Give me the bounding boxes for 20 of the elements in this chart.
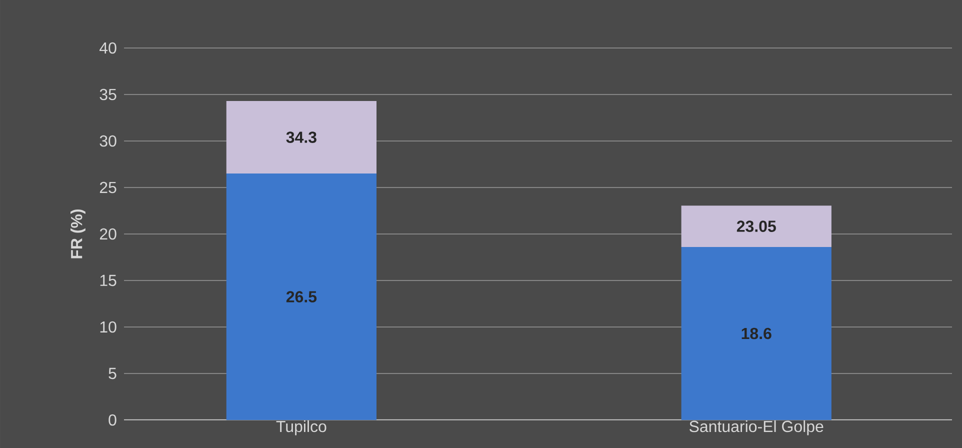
y-tick-label: 10 bbox=[100, 321, 116, 333]
y-tick-label: 20 bbox=[100, 228, 116, 240]
total-label: 34.3 bbox=[286, 132, 316, 143]
y-tick-label: 35 bbox=[100, 88, 116, 100]
y-tick-label: 40 bbox=[100, 42, 116, 54]
bar bbox=[681, 206, 832, 248]
data-label: 26.5 bbox=[286, 291, 317, 302]
y-axis-title: FR (%) bbox=[70, 209, 86, 258]
x-tick-label: Santuario-El Golpe bbox=[690, 420, 824, 436]
y-tick-label: 30 bbox=[100, 135, 116, 147]
bar bbox=[681, 247, 832, 420]
y-tick-label: 5 bbox=[108, 368, 116, 380]
data-label: 18.6 bbox=[742, 328, 772, 340]
y-tick-label: 25 bbox=[100, 182, 116, 194]
bar bbox=[226, 174, 377, 420]
y-tick-label: 0 bbox=[108, 414, 116, 426]
bar bbox=[226, 101, 377, 174]
total-label: 23.05 bbox=[736, 220, 776, 232]
y-tick-label: 15 bbox=[100, 274, 116, 286]
x-tick-label: Tupilco bbox=[276, 420, 326, 436]
